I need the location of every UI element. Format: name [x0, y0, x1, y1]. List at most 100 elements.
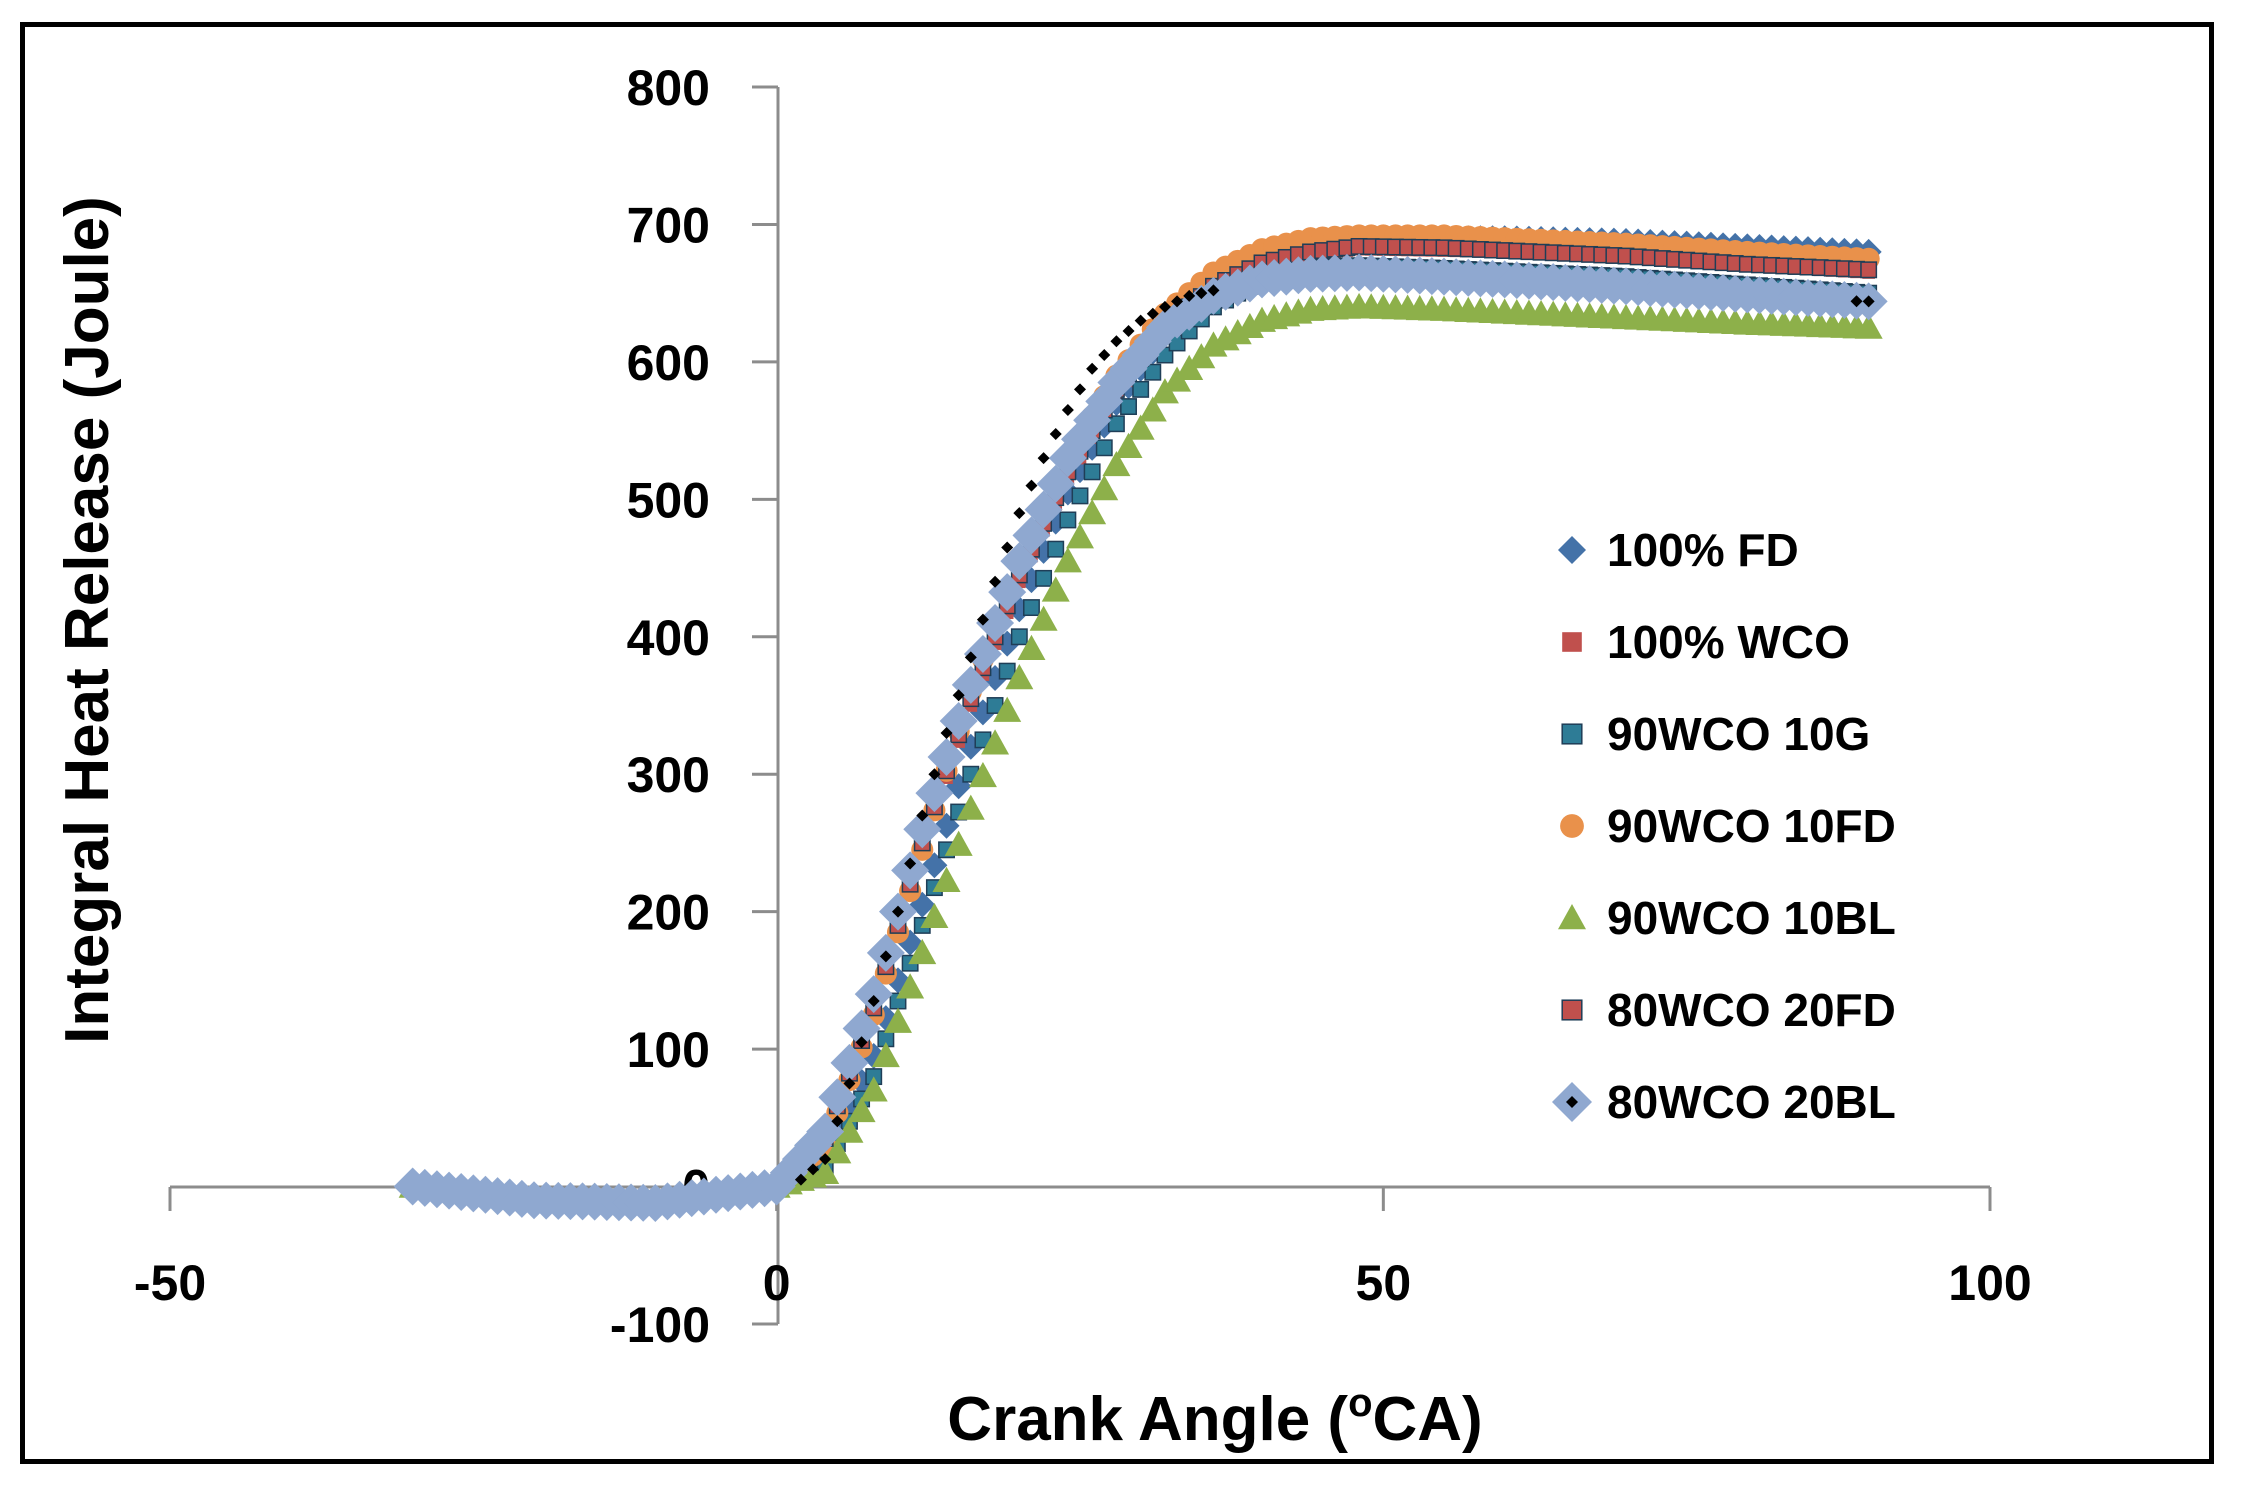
legend-label: 90WCO 10G: [1607, 708, 1870, 760]
overlay-point: [1850, 295, 1863, 308]
overlay-point: [867, 995, 880, 1008]
y-tick-label: 600: [627, 335, 710, 391]
overlay-point: [1171, 295, 1184, 308]
series-point: [1090, 475, 1119, 501]
series-point: [830, 1043, 869, 1082]
series-point: [927, 738, 966, 777]
overlay-point: [1110, 335, 1123, 348]
series-point: [963, 634, 1002, 673]
overlay-point: [1183, 289, 1196, 302]
overlay-point: [916, 809, 929, 822]
legend-marker: [1558, 536, 1586, 564]
series-point: [1023, 599, 1040, 617]
series-point: [811, 1158, 840, 1185]
overlay-point: [1086, 362, 1099, 375]
series-point: [1005, 664, 1034, 690]
y-tick-label: 300: [627, 747, 710, 803]
y-axis-title: Integral Heat Release (Joule): [53, 196, 122, 1044]
series-point: [1107, 415, 1125, 433]
series-point: [818, 1078, 857, 1117]
series-point: [1095, 439, 1113, 457]
x-axis-title-end: CA): [1373, 1385, 1483, 1454]
overlay-point: [1074, 383, 1086, 396]
y-tick-label: 500: [627, 472, 710, 528]
series-point: [1010, 628, 1028, 646]
x-axis-title-main: Crank Angle (: [947, 1385, 1348, 1454]
overlay-point: [1098, 349, 1111, 362]
y-tick-label: 200: [627, 885, 710, 941]
series-point: [1126, 414, 1155, 440]
series-point: [854, 975, 893, 1014]
legend-marker: [1561, 723, 1583, 745]
series-point: [956, 794, 985, 820]
legend-marker: [1560, 814, 1584, 838]
legend-item: 80WCO 20BL: [1552, 1076, 1896, 1128]
legend-label: 90WCO 10FD: [1607, 800, 1896, 852]
series-point: [981, 729, 1010, 755]
series-point: [1114, 432, 1143, 458]
x-axis-title-sup: o: [1348, 1381, 1372, 1425]
legend-label: 80WCO 20BL: [1607, 1076, 1896, 1128]
overlay-point: [1037, 452, 1050, 465]
series-point: [842, 1009, 881, 1048]
legend-item: 100% WCO: [1562, 616, 1850, 668]
series-point: [1102, 450, 1131, 477]
overlay-point: [1001, 541, 1014, 554]
series-point: [847, 1096, 876, 1123]
legend-marker: [1562, 632, 1582, 652]
overlay-point: [1013, 507, 1026, 520]
series-point: [1000, 542, 1039, 581]
overlay-point: [1146, 307, 1159, 320]
series-point: [1041, 576, 1070, 602]
series-point: [1059, 511, 1077, 529]
legend-marker: [1561, 999, 1583, 1021]
series-point: [976, 604, 1015, 643]
series-point: [1854, 313, 1883, 339]
series-point: [1860, 261, 1878, 279]
y-tick-label: 700: [627, 197, 710, 253]
overlay-point: [952, 689, 965, 702]
series-point: [1035, 569, 1053, 587]
overlay-point: [1049, 428, 1062, 441]
y-tick-label: 400: [627, 610, 710, 666]
series-point: [859, 1076, 888, 1102]
series-point: [908, 938, 937, 965]
legend: 100% FD 100% WCO 90WCO 10G 90WCO 10FD 90WCO …: [1552, 524, 1896, 1128]
overlay-point: [807, 1163, 820, 1176]
series-point: [1144, 363, 1162, 381]
overlay-point: [855, 1036, 868, 1049]
series-point: [915, 774, 954, 813]
series-point: [1066, 523, 1094, 549]
overlay-point: [940, 726, 953, 739]
series-point: [1029, 605, 1058, 631]
x-tick-label: -50: [134, 1255, 206, 1311]
series-6: [393, 253, 1888, 1223]
y-tick-label: -100: [610, 1297, 710, 1353]
series-point: [1120, 398, 1137, 416]
series-point: [891, 851, 930, 890]
legend-item: 90WCO 10G: [1561, 708, 1870, 760]
overlay-point: [831, 1115, 844, 1128]
y-tick-label: 800: [627, 60, 710, 116]
overlay-point: [794, 1173, 807, 1186]
series-point: [903, 810, 942, 849]
overlay-point: [989, 575, 1002, 588]
overlay-point: [1862, 295, 1875, 308]
overlay-point: [819, 1153, 832, 1166]
series-point: [1083, 463, 1101, 481]
series-point: [1071, 487, 1089, 505]
legend-marker-core: [1566, 1096, 1578, 1108]
overlay-point: [976, 613, 989, 626]
overlay-point: [1025, 479, 1038, 492]
overlay-point: [843, 1077, 856, 1090]
data-marks: [393, 224, 1888, 1223]
series-point: [932, 866, 961, 892]
series-point: [1078, 499, 1107, 525]
series-point: [871, 1041, 900, 1068]
overlay-point: [892, 905, 904, 918]
overlay-point: [879, 950, 892, 963]
series-point: [1053, 547, 1082, 573]
overlay-point: [1195, 287, 1208, 300]
